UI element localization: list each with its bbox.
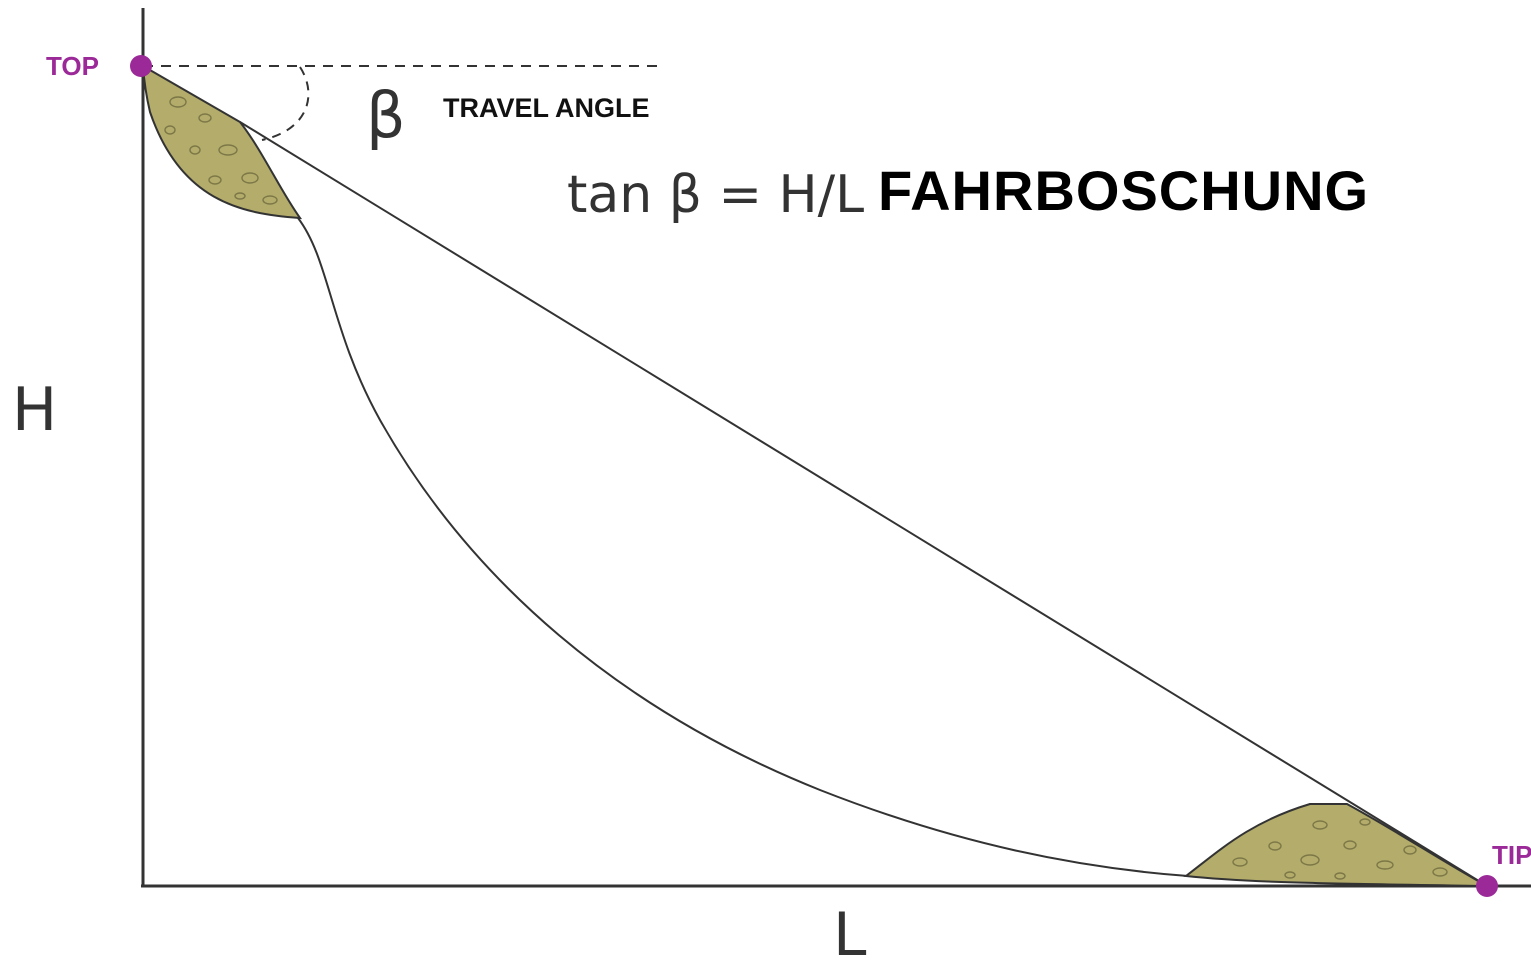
travel-angle-arc <box>261 66 310 141</box>
runout-path <box>297 217 1189 877</box>
top-point-marker <box>130 55 152 77</box>
height-axis-label: H <box>12 375 57 445</box>
tip-point-marker <box>1476 875 1498 897</box>
diagram-title: FAHRBOSCHUNG <box>878 159 1369 222</box>
travel-angle-label: TRAVEL ANGLE <box>443 93 650 123</box>
top-deposit <box>141 64 303 220</box>
travel-line <box>239 121 1488 887</box>
top-label: TOP <box>46 51 99 81</box>
length-axis-label: L <box>833 900 867 960</box>
beta-symbol: β <box>366 79 406 152</box>
tip-label: TIP <box>1492 840 1531 870</box>
formula-label: tan β = H/L <box>567 165 864 225</box>
bottom-deposit <box>1183 803 1488 887</box>
